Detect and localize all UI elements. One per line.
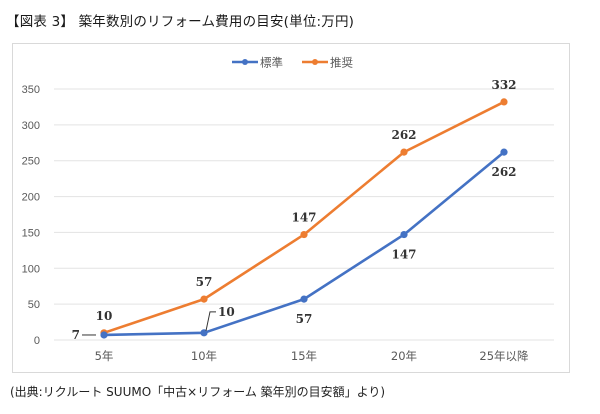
data-label: 57 (196, 275, 213, 289)
data-label: 332 (491, 78, 516, 92)
data-label: 10 (96, 309, 113, 323)
data-point (400, 230, 408, 239)
y-axis-ticks: 0 50 100 150 200 250 300 350 (22, 84, 40, 347)
y-tick-label: 200 (22, 192, 40, 204)
data-label: 57 (296, 312, 313, 326)
data-label: 7 (72, 328, 80, 342)
data-label: 10 (218, 305, 235, 319)
data-label: 147 (391, 248, 416, 262)
legend: 標準 推奨 (232, 56, 353, 70)
y-tick-label: 150 (22, 227, 40, 239)
data-point (200, 295, 208, 303)
chart-title: 【図表 3】 築年数別のリフォーム費用の目安(単位:万円) (6, 14, 355, 30)
x-tick-label: 15年 (291, 349, 317, 363)
data-label: 262 (491, 165, 516, 179)
y-tick-label: 300 (22, 120, 40, 132)
data-label: 262 (391, 128, 416, 142)
data-labels: 7 10 57 147 262 10 57 147 262 332 (72, 78, 517, 342)
x-tick-label: 25年以降 (479, 349, 529, 363)
legend-swatch-marker (312, 59, 318, 65)
y-tick-label: 250 (22, 156, 40, 168)
legend-label: 推奨 (330, 56, 353, 70)
series-line-standard (103, 151, 505, 337)
y-tick-label: 350 (22, 84, 40, 96)
data-point (500, 148, 508, 156)
x-axis-ticks: 5年 10年 15年 20年 25年以降 (95, 349, 529, 363)
gridlines (54, 88, 554, 341)
source-note: (出典:リクルート SUUMO「中古×リフォーム 築年別の目安額」より) (10, 385, 386, 399)
data-point (200, 329, 208, 337)
legend-swatch-marker (242, 59, 248, 65)
y-tick-label: 50 (28, 299, 40, 311)
data-point (500, 98, 508, 106)
x-tick-label: 5年 (95, 349, 114, 363)
x-tick-label: 10年 (191, 349, 217, 363)
data-point (300, 230, 308, 239)
y-tick-label: 0 (34, 335, 40, 347)
chart-frame (12, 43, 570, 373)
data-label: 147 (291, 211, 316, 225)
data-point (400, 148, 408, 156)
data-point (300, 295, 308, 303)
series-lines (100, 98, 508, 339)
label-leader-line (205, 311, 216, 331)
y-tick-label: 100 (22, 263, 40, 275)
data-point (100, 331, 108, 339)
legend-label: 標準 (260, 56, 283, 70)
x-tick-label: 20年 (391, 349, 417, 363)
